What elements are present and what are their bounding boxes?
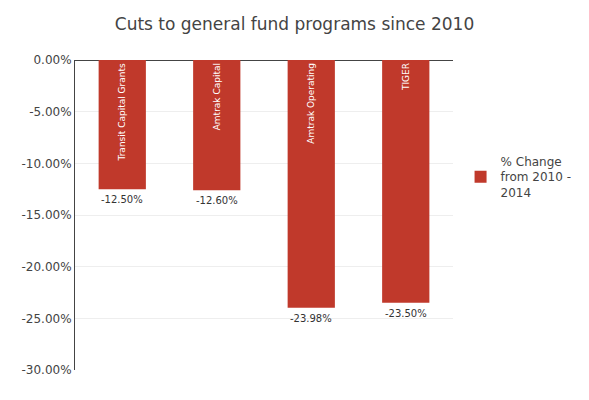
svg-text:-25.00%: -25.00% (22, 312, 72, 326)
svg-text:-12.60%: -12.60% (196, 195, 238, 206)
svg-text:Transit Capital Grants: Transit Capital Grants (117, 63, 127, 162)
svg-text:% Changefrom 2010 -2014: % Changefrom 2010 -2014 (501, 155, 571, 200)
svg-text:TIGER: TIGER (401, 63, 411, 91)
svg-text:-10.00%: -10.00% (22, 157, 72, 171)
svg-text:Cuts to general fund programs: Cuts to general fund programs since 2010 (115, 14, 474, 34)
svg-text:-30.00%: -30.00% (22, 363, 72, 377)
svg-text:Amtrak Capital: Amtrak Capital (212, 63, 222, 130)
svg-text:-20.00%: -20.00% (22, 260, 72, 274)
svg-text:-12.50%: -12.50% (101, 194, 143, 205)
svg-text:-15.00%: -15.00% (22, 208, 72, 222)
svg-text:-23.50%: -23.50% (385, 308, 427, 319)
svg-text:Amtrak Operating: Amtrak Operating (306, 63, 316, 144)
svg-text:-5.00%: -5.00% (29, 105, 71, 119)
svg-text:-23.98%: -23.98% (290, 313, 332, 324)
svg-text:0.00%: 0.00% (33, 53, 71, 67)
